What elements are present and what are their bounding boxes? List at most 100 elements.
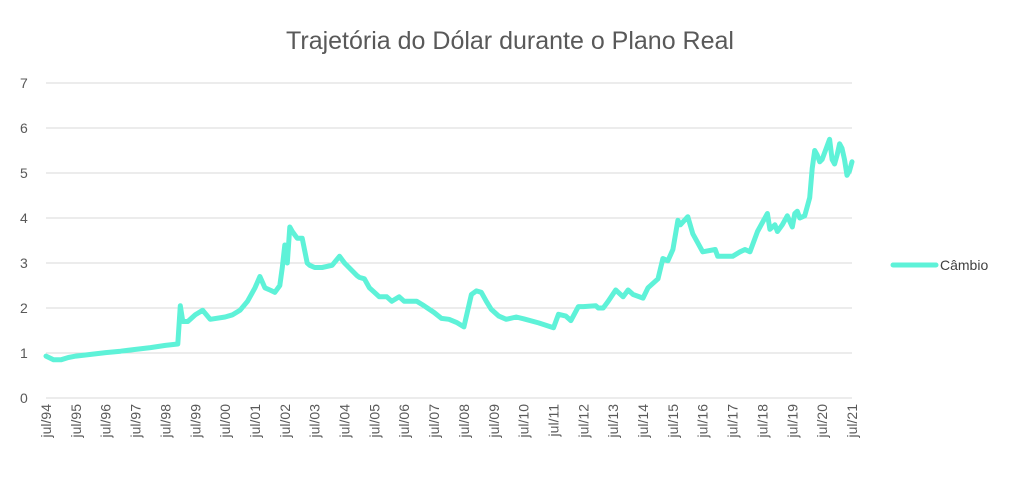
data-point [850,160,854,164]
y-axis-ticks: 0 1 2 3 4 5 6 7 [20,75,28,406]
data-point [285,261,289,265]
data-point [843,158,846,161]
data-point [835,153,839,157]
data-point [163,343,167,347]
x-tick-label: jul/20 [814,404,830,439]
data-point [44,354,48,358]
x-axis-ticks: jul/94 jul/95 jul/96 jul/97 jul/98 jul/99 jul/… [38,404,860,439]
data-point [840,146,844,150]
data-point [479,290,483,294]
y-tick-label: 3 [20,255,28,271]
x-tick-label: jul/12 [575,404,591,439]
y-tick-label: 1 [20,345,28,361]
data-point [661,257,665,260]
data-point [191,315,195,319]
data-point [606,299,610,303]
data-point [149,346,152,350]
data-point [798,216,802,220]
data-point [833,162,837,166]
data-point [489,307,493,311]
data-point [626,288,630,292]
data-point [522,317,526,321]
data-point [178,304,182,308]
data-point [808,196,812,200]
data-point [283,243,287,247]
data-point [415,299,419,303]
x-tick-label: jul/13 [605,404,621,439]
data-point [594,304,598,308]
data-point [601,306,605,310]
data-point [790,225,794,229]
x-tick-label: jul/97 [128,404,144,439]
data-point [738,250,742,254]
data-point [666,259,670,263]
data-point [208,317,212,321]
x-tick-label: jul/11 [545,404,561,438]
data-point [338,254,341,258]
x-tick-label: jul/01 [247,404,263,439]
gridlines [46,82,852,399]
data-point [678,223,682,227]
data-point [828,137,832,141]
x-tick-label: jul/21 [844,404,860,439]
data-point [564,314,568,318]
data-point [372,290,376,294]
y-tick-label: 4 [20,210,28,226]
data-point [119,349,123,353]
y-tick-label: 6 [20,120,28,136]
data-point [357,275,361,279]
y-tick-label: 0 [20,390,28,406]
x-tick-label: jul/94 [38,404,54,439]
data-point [756,230,759,233]
data-point [676,218,680,222]
x-tick-label: jul/16 [695,404,711,439]
y-tick-label: 5 [20,165,28,181]
data-point [193,313,197,317]
data-point [631,293,635,296]
data-point [793,212,797,215]
legend: Câmbio [890,257,988,273]
x-tick-label: jul/18 [754,404,770,439]
data-point [462,325,466,329]
data-point [273,290,277,294]
series-layer [43,136,855,363]
data-point [385,295,389,299]
data-point [805,205,809,209]
data-point [823,151,827,155]
data-point [813,149,817,152]
data-point [838,142,842,146]
x-tick-label: jul/96 [98,404,114,439]
data-point [320,266,324,269]
data-point [656,277,660,281]
data-point [621,295,625,299]
x-tick-label: jul/03 [307,404,323,439]
data-point [830,158,834,161]
data-point [795,209,799,213]
data-point [815,153,819,157]
x-tick-label: jul/06 [396,404,412,439]
data-point [432,311,436,314]
data-point [74,354,78,358]
data-point [581,305,585,309]
data-point [803,214,807,218]
data-point [223,315,227,319]
data-point [845,173,849,177]
data-point [181,320,185,323]
y-tick-label: 2 [20,300,28,316]
data-point [455,320,458,324]
data-point [768,227,772,231]
data-point [785,214,789,218]
chart-title: Trajetória do Dólar durante o Plano Real [286,27,734,55]
data-point [820,158,824,161]
data-point [288,225,292,229]
data-point [305,261,309,265]
x-tick-label: jul/98 [157,404,173,439]
data-point [343,261,346,265]
data-point [748,250,752,254]
data-point [258,275,262,278]
data-point [825,144,829,148]
data-point [330,263,334,267]
data-point [66,356,70,359]
